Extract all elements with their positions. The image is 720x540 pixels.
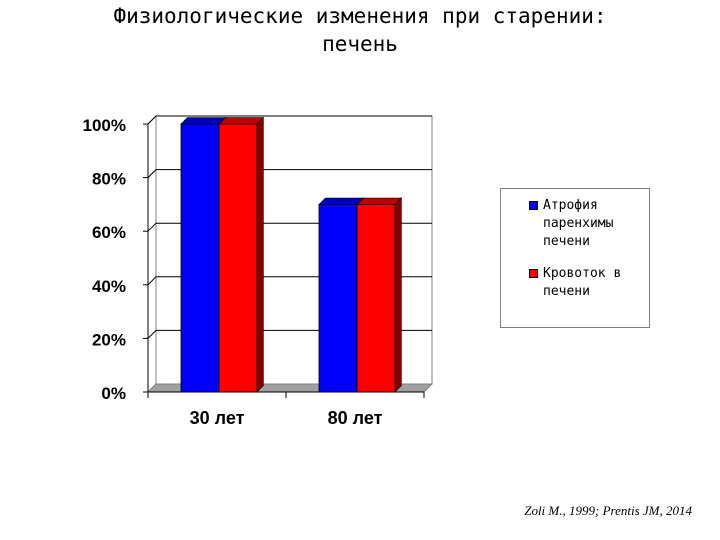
y-tick-label: 100% (83, 116, 126, 135)
plot-side-wall (147, 114, 157, 394)
legend-swatch-atrophy (529, 201, 538, 210)
chart-legend: Атрофия паренхимы печени Кровоток в пече… (500, 188, 650, 328)
bar (218, 123, 258, 393)
legend-swatch-bloodflow (529, 269, 538, 278)
bar-side (394, 197, 402, 393)
x-category-label: 30 лет (190, 408, 245, 428)
bar-top (218, 117, 265, 125)
legend-label-atrophy: Атрофия паренхимы печени (543, 198, 614, 249)
gridline (147, 169, 432, 178)
bar-top (318, 197, 365, 205)
bar-top (180, 117, 227, 125)
slide-title-line-2: печень (322, 32, 398, 56)
y-tick-label: 20% (92, 330, 126, 349)
y-tick-label: 80% (92, 170, 126, 189)
x-category-label: 80 лет (328, 408, 383, 428)
legend-label-bloodflow: Кровоток в печени (543, 266, 622, 299)
slide-title: Физиологические изменения при старении: … (0, 2, 720, 58)
citation: Zoli M., 1999; Prentis JM, 2014 (524, 503, 692, 518)
bar-side (256, 116, 264, 393)
y-tick-label: 40% (92, 277, 126, 296)
bar (318, 203, 358, 393)
bar (356, 203, 396, 393)
gridline (147, 115, 432, 125)
bar (180, 123, 220, 393)
slide-title-line-1: Физиологические изменения при старении: (113, 4, 607, 28)
bar-top (356, 197, 403, 205)
y-tick-label: 60% (92, 223, 126, 242)
y-tick-label: 0% (101, 384, 126, 403)
